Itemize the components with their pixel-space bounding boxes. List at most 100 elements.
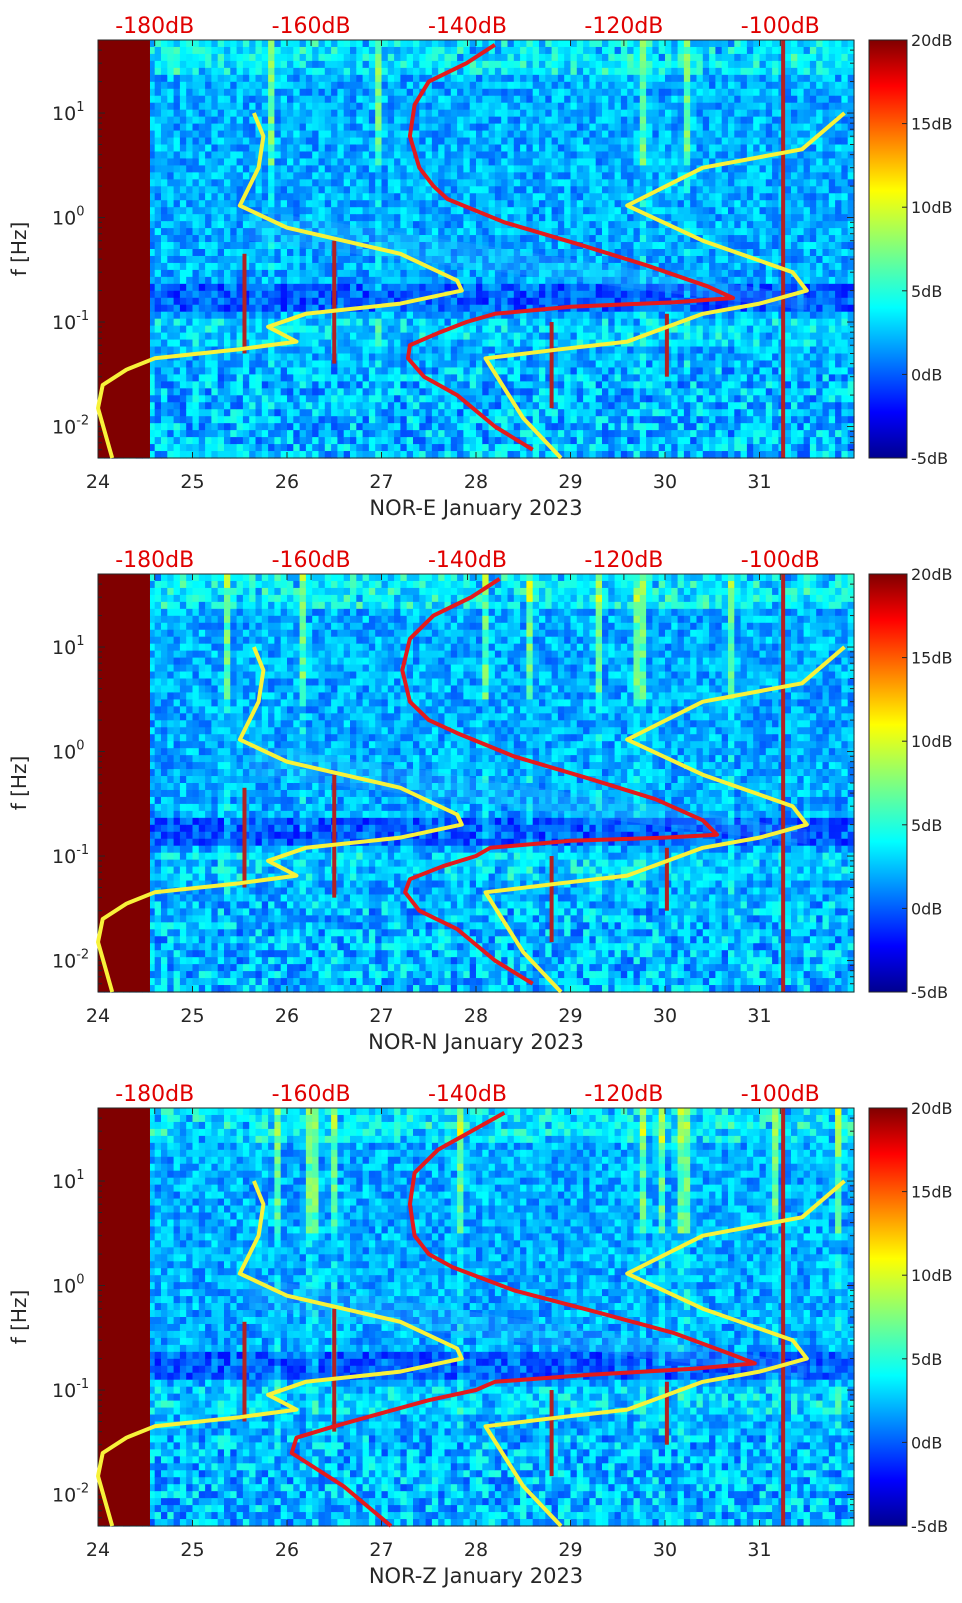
- data-gap: [98, 40, 150, 458]
- colorbar-tick-label: -5dB: [911, 983, 948, 1002]
- spectrogram-heatmap: [98, 40, 855, 459]
- event-stripe: [550, 1390, 554, 1476]
- event-stripe: [242, 788, 246, 888]
- top-db-tick-label: -140dB: [428, 1082, 507, 1107]
- colorbar-tick-label: 0dB: [911, 899, 942, 918]
- colorbar-tick-label: 10dB: [911, 732, 953, 751]
- top-db-tick-label: -140dB: [428, 14, 507, 39]
- event-stripe: [242, 254, 246, 354]
- event-stripe: [665, 1382, 669, 1445]
- event-stripe: [550, 856, 554, 942]
- top-db-tick-label: -160dB: [272, 548, 351, 573]
- colorbar-tick-label: 20dB: [911, 1099, 953, 1118]
- spectrogram-heatmap: [98, 574, 855, 993]
- x-tick-label: 28: [464, 1539, 488, 1561]
- x-tick-label: 30: [653, 471, 677, 493]
- y-tick-label: 10-1: [52, 309, 89, 334]
- event-stripe: [550, 322, 554, 408]
- x-tick-label: 30: [653, 1539, 677, 1561]
- colorbar-tick-label: 5dB: [911, 1350, 942, 1369]
- x-tick-label: 25: [180, 1005, 204, 1027]
- event-stripe: [665, 848, 669, 911]
- spectrogram-heatmap: [98, 1108, 855, 1527]
- y-tick-label: 10-2: [52, 1482, 89, 1507]
- y-axis-label: f [Hz]: [7, 756, 31, 811]
- x-tick-label: 31: [747, 1539, 771, 1561]
- top-db-tick-label: -180dB: [115, 14, 194, 39]
- y-axis-label: f [Hz]: [7, 222, 31, 277]
- event-stripe: [332, 1309, 336, 1432]
- y-tick-label: 10-2: [52, 414, 89, 439]
- y-tick-label: 101: [52, 100, 84, 125]
- top-db-tick-label: -100dB: [741, 14, 820, 39]
- x-tick-label: 27: [369, 471, 393, 493]
- top-db-tick-label: -160dB: [272, 14, 351, 39]
- x-tick-label: 25: [180, 1539, 204, 1561]
- y-tick-label: 10-1: [52, 843, 89, 868]
- x-tick-label: 31: [747, 471, 771, 493]
- top-db-tick-label: -120dB: [584, 1082, 663, 1107]
- colorbar-gradient: [869, 40, 907, 458]
- colorbar-tick-label: 0dB: [911, 365, 942, 384]
- colorbar-tick-label: 5dB: [911, 282, 942, 301]
- x-tick-label: 26: [275, 471, 299, 493]
- top-db-tick-label: -120dB: [584, 14, 663, 39]
- top-db-tick-label: -100dB: [741, 1082, 820, 1107]
- x-axis-label: NOR-E January 2023: [369, 496, 582, 520]
- colorbar-tick-label: 15dB: [911, 115, 953, 134]
- colorbar-tick-label: -5dB: [911, 1517, 948, 1536]
- x-axis-label: NOR-N January 2023: [368, 1030, 584, 1054]
- event-stripe: [781, 574, 785, 992]
- colorbar-tick-label: 0dB: [911, 1433, 942, 1452]
- event-stripe: [332, 775, 336, 898]
- x-tick-label: 28: [464, 471, 488, 493]
- event-stripe: [781, 40, 785, 458]
- colorbar-tick-label: -5dB: [911, 449, 948, 468]
- x-tick-label: 24: [86, 1005, 110, 1027]
- event-stripe: [665, 314, 669, 377]
- x-tick-label: 26: [275, 1539, 299, 1561]
- top-db-tick-label: -140dB: [428, 548, 507, 573]
- y-tick-label: 100: [52, 1273, 84, 1298]
- colorbar-tick-label: 20dB: [911, 31, 953, 50]
- x-tick-label: 31: [747, 1005, 771, 1027]
- colorbar-tick-label: 15dB: [911, 1183, 953, 1202]
- top-db-tick-label: -160dB: [272, 1082, 351, 1107]
- colorbar-tick-label: 10dB: [911, 1266, 953, 1285]
- x-axis-label: NOR-Z January 2023: [369, 1564, 583, 1588]
- event-stripe: [332, 241, 336, 364]
- top-db-tick-label: -180dB: [115, 1082, 194, 1107]
- data-gap: [98, 574, 150, 992]
- event-stripe: [781, 1108, 785, 1526]
- colorbar-gradient: [869, 1108, 907, 1526]
- x-tick-label: 25: [180, 471, 204, 493]
- event-stripe: [242, 1322, 246, 1422]
- colorbar-gradient: [869, 574, 907, 992]
- top-db-tick-label: -120dB: [584, 548, 663, 573]
- colorbar: -5dB 0dB 5dB 10dB 15dB 20dB: [869, 1099, 953, 1536]
- y-tick-label: 101: [52, 634, 84, 659]
- x-tick-label: 27: [369, 1539, 393, 1561]
- x-tick-label: 28: [464, 1005, 488, 1027]
- y-tick-label: 10-1: [52, 1377, 89, 1402]
- colorbar-tick-label: 5dB: [911, 816, 942, 835]
- x-tick-label: 29: [558, 1005, 582, 1027]
- colorbar-tick-label: 15dB: [911, 649, 953, 668]
- colorbar-tick-label: 20dB: [911, 565, 953, 584]
- y-tick-label: 100: [52, 205, 84, 230]
- top-db-tick-label: -180dB: [115, 548, 194, 573]
- x-tick-label: 29: [558, 1539, 582, 1561]
- x-tick-label: 24: [86, 471, 110, 493]
- data-gap: [98, 1108, 150, 1526]
- colorbar: -5dB 0dB 5dB 10dB 15dB 20dB: [869, 565, 953, 1002]
- y-tick-label: 100: [52, 739, 84, 764]
- y-axis-label: f [Hz]: [7, 1290, 31, 1345]
- x-tick-label: 30: [653, 1005, 677, 1027]
- x-tick-label: 26: [275, 1005, 299, 1027]
- y-tick-label: 101: [52, 1168, 84, 1193]
